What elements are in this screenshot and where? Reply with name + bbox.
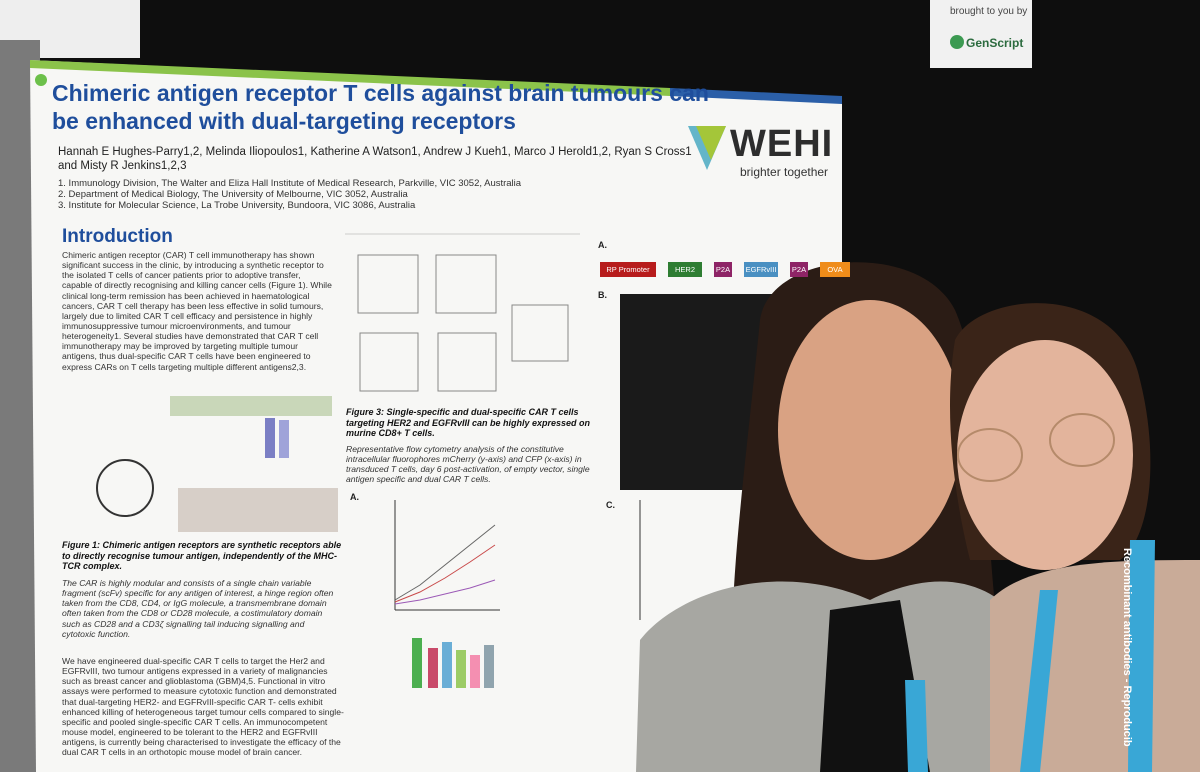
plot-line [394, 579, 496, 605]
logo: WEHI [730, 123, 834, 165]
panel-letter: A. [598, 240, 607, 250]
affiliations: 1. Immunology Division, The Walter and E… [58, 178, 618, 212]
bar [470, 655, 480, 688]
sponsor-text: brought to you by [950, 6, 1028, 17]
sponsor-card [930, 0, 1032, 68]
bar [484, 645, 494, 688]
panel-letter: B. [598, 290, 607, 300]
panel-letter: A. [350, 492, 359, 502]
figure-caption: Figure 1: Chimeric antigen receptors are… [62, 540, 342, 572]
construct-element: RP Promoter [600, 262, 656, 277]
receptor [265, 418, 275, 458]
poster-top-bar [30, 60, 670, 96]
sponsor-brand: GenScript [966, 36, 1024, 50]
shirt [990, 560, 1200, 772]
paragraph: Chimeric antigen receptor (CAR) T cell i… [62, 250, 332, 372]
lanyard [905, 680, 928, 772]
construct-element: HER2 [668, 262, 702, 277]
figure-text: Representative flow cytometry analysis o… [346, 444, 590, 485]
flow-plot [437, 332, 497, 392]
plot-line [394, 544, 496, 603]
lanyard [1128, 540, 1155, 772]
figure-text: The CAR is highly modular and consists o… [62, 578, 334, 639]
bar [456, 650, 466, 688]
poster-dot [35, 74, 47, 86]
wehi-logo-mark-inner [696, 126, 726, 160]
list-line: 3. Institute for Molecular Science, La T… [58, 200, 416, 212]
poster-top-bar-blue [670, 88, 842, 104]
figure-caption: Figure 3: Single-specific and dual-speci… [346, 407, 591, 439]
flow-plot [359, 332, 419, 392]
bar [442, 642, 452, 688]
lanyard-text: Recombinant antibodies - Reproducib [1121, 548, 1133, 747]
construct-element: OVA [820, 262, 850, 277]
section-heading: Introduction [62, 226, 173, 247]
cell-interior [178, 488, 338, 532]
glasses [957, 428, 1023, 482]
paragraph: We have engineered dual-specific CAR T c… [62, 656, 344, 758]
construct-element: P2A [714, 262, 732, 277]
construct-element: P2A [790, 262, 808, 277]
face-right [957, 340, 1133, 570]
poster-title: Chimeric antigen receptor T cells agains… [52, 80, 709, 134]
flow-plot [511, 304, 569, 362]
poster [30, 60, 842, 772]
top [820, 600, 930, 772]
plot-line [394, 524, 496, 601]
flow-plot [357, 254, 419, 314]
sponsor-icon [950, 35, 964, 49]
list-line: 1. Immunology Division, The Walter and E… [58, 178, 522, 189]
car-construct [96, 459, 154, 517]
cell-membrane [170, 396, 332, 416]
bar [428, 648, 438, 688]
flow-plot [435, 254, 497, 314]
bar [412, 638, 422, 688]
receptor [279, 420, 289, 458]
logo-tagline: brighter together [740, 165, 829, 179]
panel-letter: C. [606, 500, 615, 510]
lanyard [1020, 590, 1058, 772]
construct-element: EGFRvIII [744, 262, 778, 277]
authors: Hannah E Hughes-Parry1,2, Melinda Iliopo… [58, 146, 692, 172]
face-left [778, 300, 962, 560]
list-line: 2. Department of Medical Biology, The Un… [58, 189, 408, 201]
glasses [1049, 413, 1115, 467]
